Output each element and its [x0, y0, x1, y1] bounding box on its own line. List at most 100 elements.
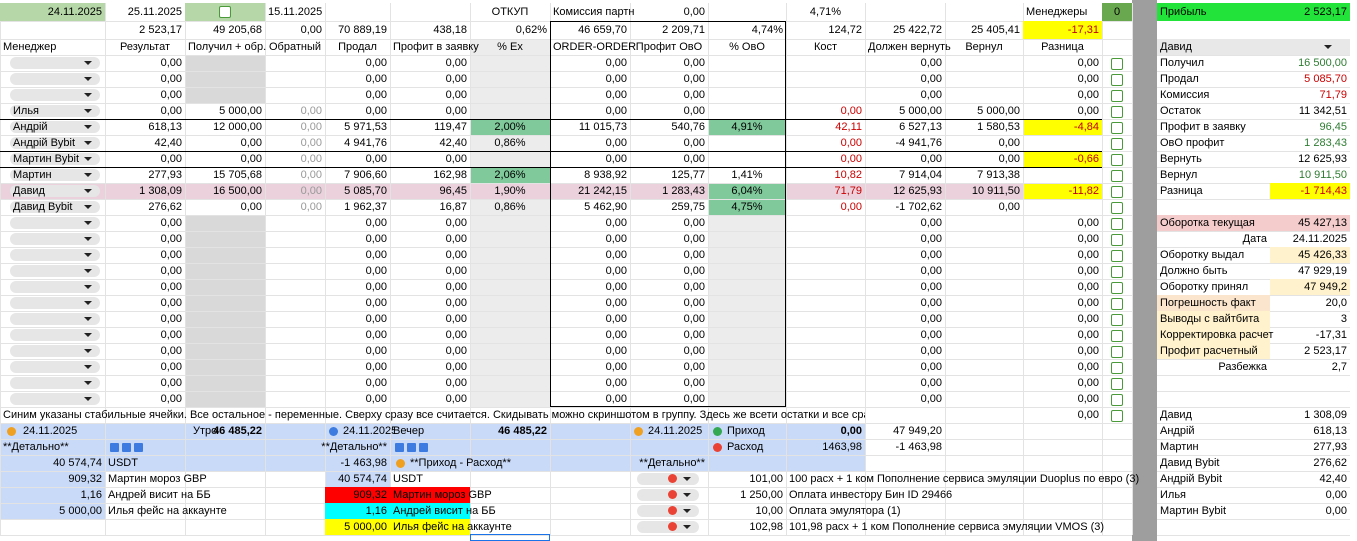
- cell-text: 0,00: [1077, 393, 1099, 405]
- shaded-cell: [185, 231, 265, 247]
- dropdown: [10, 153, 100, 165]
- cell-text: 0,00: [998, 137, 1020, 149]
- column-header: Получил + обр.: [188, 41, 267, 53]
- highlight-cell: [470, 119, 550, 135]
- cell-text: 276,62: [148, 201, 182, 213]
- cell-text: 0,00: [365, 249, 387, 261]
- value: 96,45: [1319, 121, 1347, 133]
- grid-line: [105, 3, 106, 535]
- cell-text: 0,00: [1077, 105, 1099, 117]
- cell-text: 0,00: [445, 153, 467, 165]
- cell-text: 8 938,92: [584, 169, 627, 181]
- cell-text: 0,00: [1077, 265, 1099, 277]
- grid-line: [1157, 151, 1350, 152]
- grid-line: [1157, 503, 1350, 504]
- cell-text: ОвО профит: [1160, 137, 1225, 149]
- cell-text: 0,00: [683, 249, 705, 261]
- shaded-column: [470, 39, 550, 407]
- cell-text: 125,77: [671, 169, 705, 181]
- grid-line: [786, 3, 787, 535]
- icon: [329, 427, 338, 436]
- column-header: ORDER-ORDER: [553, 41, 637, 53]
- cell-text: 0,00: [1077, 329, 1099, 341]
- cell-text: 0,00: [920, 153, 942, 165]
- column-header: Результат: [119, 41, 171, 53]
- cell-text: **Детально**: [639, 457, 705, 469]
- grid-line: [470, 3, 471, 535]
- grid-line: [325, 3, 326, 535]
- cell-fill: [390, 519, 470, 535]
- cell-text: 0,00: [445, 329, 467, 341]
- cell-text: 5 000,00: [977, 105, 1020, 117]
- cell-text: 119,47: [434, 121, 467, 133]
- shaded-cell: [185, 87, 265, 103]
- cell-text: Разница: [1160, 185, 1203, 197]
- highlight-row: [0, 183, 1102, 199]
- grid-line: [0, 199, 1132, 200]
- checkbox: [1111, 314, 1123, 326]
- cell-fill: [1157, 215, 1350, 231]
- cell-text: Оплата инвестору Бин ID 29466: [789, 489, 953, 501]
- cell-text: Оплата эмулятора (1): [789, 505, 901, 517]
- cell-text: 42,40: [439, 137, 467, 149]
- cell-text: 10,82: [834, 169, 862, 181]
- dropdown: [10, 361, 100, 373]
- cell-text: 0,00: [160, 265, 182, 277]
- cell-text: 0,00: [365, 361, 387, 373]
- icon: [395, 443, 404, 452]
- value: 0,00: [1325, 505, 1347, 517]
- checkbox: [1111, 186, 1123, 198]
- cell-text: 0,00: [240, 137, 262, 149]
- dropdown: [10, 377, 100, 389]
- cell-text: 0,00: [1077, 297, 1099, 309]
- cell-text: 0,00: [605, 57, 627, 69]
- cell-text: 4,71%: [809, 6, 842, 18]
- cell-fill: [1157, 343, 1270, 359]
- frame: [550, 21, 786, 407]
- cell-text: 0,00: [683, 281, 705, 293]
- cell-text: 0,00: [605, 265, 627, 277]
- cell-text: 5 000,00: [899, 105, 942, 117]
- icon: [419, 443, 428, 452]
- cell-text: 0,00: [445, 105, 467, 117]
- grid-line: [0, 295, 1132, 296]
- grid-line: [1157, 423, 1350, 424]
- cell-text: 6 527,13: [899, 121, 942, 133]
- cell-text: 0,00: [445, 217, 467, 229]
- cell-text: 101,98 расх + 1 ком Пополнение сервиса э…: [789, 521, 1105, 533]
- cell-text: **Приход - Расход**: [410, 457, 511, 469]
- cell-text: 0,00: [300, 24, 322, 36]
- cell-text: 0,00: [365, 281, 387, 293]
- cell-text: 0,00: [160, 153, 182, 165]
- cell-text: 0,00: [300, 185, 322, 197]
- dropdown: [10, 233, 100, 245]
- cell-text: Илья: [13, 105, 40, 117]
- cell-text: 0,00: [365, 393, 387, 405]
- cell-text: Вечер: [393, 425, 425, 437]
- cell-text: 100 расх + 1 ком Пополнение сервиса эмул…: [789, 473, 1140, 485]
- grid-line: [1157, 519, 1350, 520]
- cell-text: -11,82: [1068, 185, 1099, 197]
- cell-fill: [1157, 3, 1350, 21]
- cell-text: 2 209,71: [662, 24, 705, 36]
- cell-text: 1,16: [365, 505, 387, 517]
- cell-text: 0,00: [1077, 89, 1099, 101]
- cell-text: 15 705,68: [213, 169, 262, 181]
- value: 2,7: [1331, 361, 1347, 373]
- icon: [668, 490, 677, 499]
- cell-text: Получил: [1160, 57, 1204, 69]
- cell-text: 7 913,38: [977, 169, 1020, 181]
- cell-fill: [1270, 247, 1350, 263]
- cell-text: 5 971,53: [344, 121, 387, 133]
- cell-text: 0,00: [920, 297, 942, 309]
- cell-text: 25.11.2025: [127, 6, 182, 18]
- cell-fill: [325, 487, 390, 503]
- cell-text: 0,00: [445, 73, 467, 85]
- column-header: Менеджер: [3, 41, 57, 53]
- cell-text: 0,00: [240, 153, 262, 165]
- cell-text: 2,06%: [494, 169, 526, 181]
- cell-text: 0,00: [300, 153, 322, 165]
- column-header: Профит ОвО: [635, 41, 703, 53]
- cell-text: 0,00: [840, 153, 862, 165]
- cell-text: 0,00: [683, 265, 705, 277]
